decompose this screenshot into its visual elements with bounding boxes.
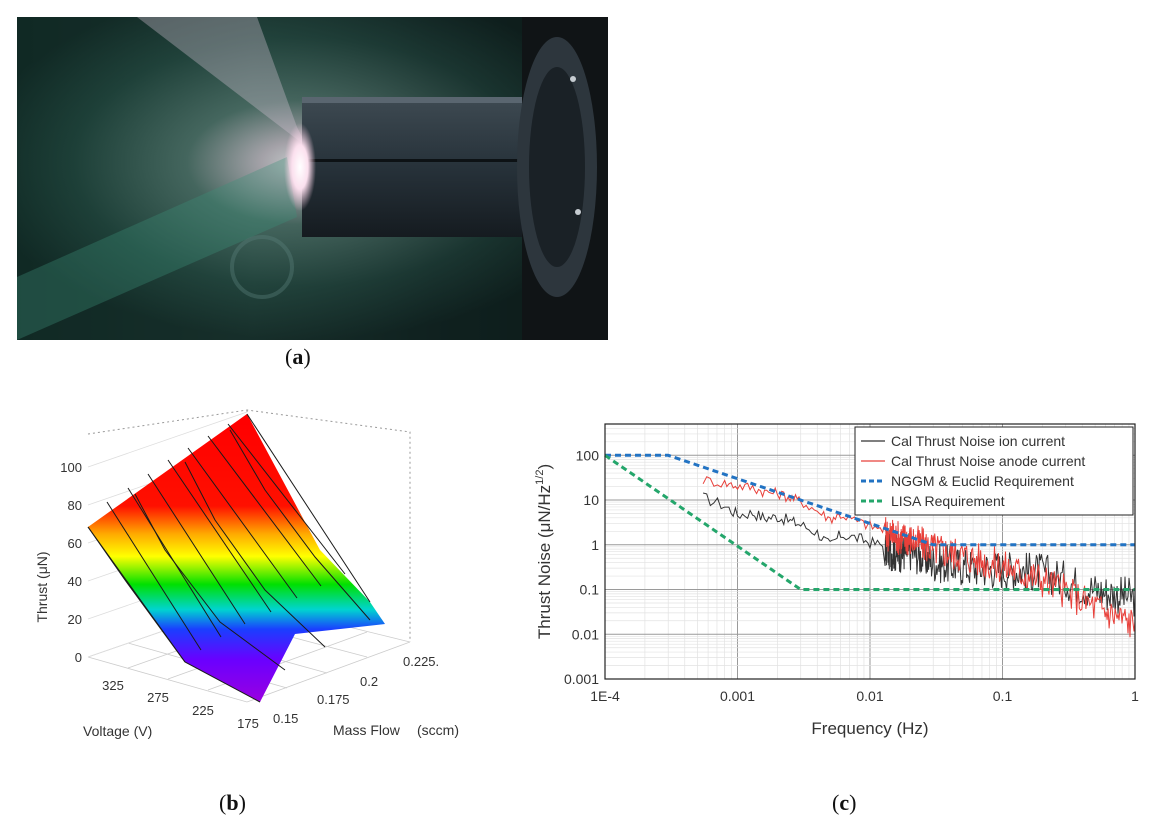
y-tick-label: 0.001 [564,671,599,687]
x-tick-label: 0.1 [993,688,1013,704]
x-tick-label: 1E-4 [590,688,620,704]
legend-label: LISA Requirement [891,493,1005,509]
surface-mesh-line [207,435,322,587]
z-tick-label: 0 [75,650,82,665]
x-tick-label: 1 [1131,688,1139,704]
y-tick-label: 0.01 [572,626,599,642]
surface-mesh-line [246,413,371,603]
surface-mesh-line [87,526,261,703]
thrust-surface [88,414,385,702]
voltage-tick-label: 275 [147,690,169,705]
z-tick-label: 80 [68,498,82,513]
y-tick-label: 0.1 [580,582,600,598]
y-tick-label: 10 [583,492,599,508]
surface-mesh-line [134,493,286,671]
series-line-0 [702,492,1136,617]
massflow-tick-label: 0.2 [360,674,378,689]
legend-label: Cal Thrust Noise anode current [891,453,1085,469]
y-axis-label: Thrust Noise (μN/Hz1/2) [534,464,554,639]
legend-label: Cal Thrust Noise ion current [891,433,1065,449]
thrust-surface-chart: 0 20 40 60 80 100 325 275 225 175 0.15 0.175 0.2 0.… [34,409,459,739]
y-tick-label: 100 [576,447,600,463]
surface-mesh-line [184,461,326,648]
panel-b-caption: (b) [219,790,246,815]
surface-mesh-line [229,429,371,621]
x-tick-label: 0.01 [856,688,883,704]
series-line-3 [604,454,1135,591]
x-tick-label: 0.001 [720,688,755,704]
x-axis-label: Frequency (Hz) [811,719,928,738]
voltage-tick-label: 225 [192,703,214,718]
panel-a-caption: (a) [285,344,311,369]
legend-label: NGGM & Euclid Requirement [891,473,1074,489]
legend-box [854,426,1134,516]
z-tick-label: 60 [68,536,82,551]
surface-mesh-line [187,447,298,599]
thruster-photo [17,17,608,340]
voltage-tick-label: 175 [237,716,259,731]
surface-mesh-line [167,459,272,613]
surface-mesh-line [147,473,246,625]
massflow-unit-label: (sccm) [417,722,459,738]
massflow-tick-label: 0.15 [273,711,298,726]
series-line-2 [605,453,1135,547]
massflow-tick-label: 0.175 [317,692,350,707]
z-axis-label: Thrust (μN) [34,551,50,622]
massflow-axis-label: Mass Flow [333,722,401,738]
z-tick-label: 40 [68,574,82,589]
voltage-tick-label: 325 [102,678,124,693]
surface-mesh-line [106,501,202,651]
z-tick-label: 20 [68,612,82,627]
z-tick-label: 100 [60,460,82,475]
voltage-axis-label: Voltage (V) [83,723,152,739]
y-tick-label: 1 [591,537,599,553]
massflow-tick-label: 0.225. [403,654,439,669]
panel-c-caption: (c) [832,790,857,815]
surface-mesh-line [227,423,346,575]
